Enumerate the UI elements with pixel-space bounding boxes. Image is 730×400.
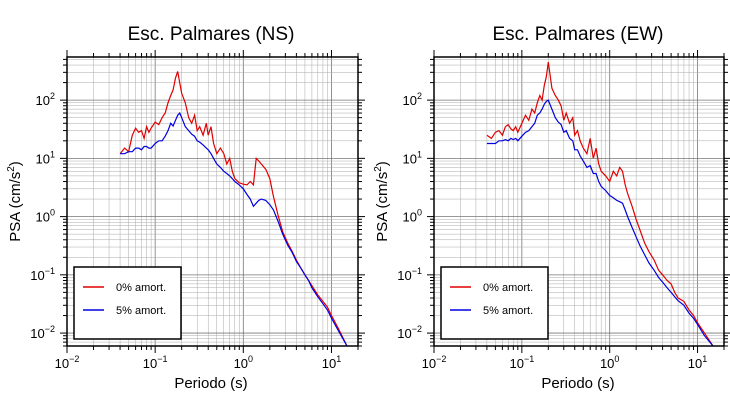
y-tick-label: 10−2 <box>30 324 55 341</box>
legend-label-0: 0% amort. <box>483 282 533 294</box>
x-tick-label: 10−2 <box>55 354 80 371</box>
x-tick-label: 100 <box>234 354 253 371</box>
y-tick-label: 10−1 <box>30 266 55 283</box>
y-axis-label: PSA (cm/s2) <box>373 161 391 242</box>
x-tick-label: 101 <box>322 354 341 371</box>
legend: 0% amort. 5% amort. <box>73 266 182 340</box>
x-axis-label: Periodo (s) <box>174 375 247 392</box>
y-tick-label: 102 <box>36 91 55 108</box>
y-tick-label: 101 <box>36 149 55 166</box>
x-tick-label: 10−2 <box>422 354 447 371</box>
legend-label-1: 5% amort. <box>483 305 533 317</box>
plot-frame <box>433 56 725 347</box>
y-tick-label: 100 <box>36 208 55 225</box>
series-line-1 <box>486 99 714 346</box>
y-tick-label: 101 <box>403 149 422 166</box>
legend: 0% amort. 5% amort. <box>440 266 549 340</box>
x-tick-label: 101 <box>688 354 707 371</box>
x-tick-label: 100 <box>600 354 619 371</box>
y-tick-label: 102 <box>403 91 422 108</box>
x-tick-label: 10−1 <box>509 354 534 371</box>
x-tick-label: 10−1 <box>143 354 168 371</box>
x-axis-label: Periodo (s) <box>541 375 614 392</box>
series-line-1 <box>120 111 348 346</box>
y-tick-label: 10−2 <box>397 324 422 341</box>
legend-label-1: 5% amort. <box>116 305 166 317</box>
y-tick-label: 10−1 <box>397 266 422 283</box>
chart-title: Esc. Palmares (EW) <box>492 24 663 45</box>
y-axis-label: PSA (cm/s2) <box>6 161 24 242</box>
chart-title: Esc. Palmares (NS) <box>128 24 295 45</box>
chart-panel-0: 10−2 10−1 100 101 10−2 10−1 100 101 102 Esc. Palm… <box>6 24 365 392</box>
legend-box <box>73 266 182 340</box>
series-line-0 <box>486 62 714 346</box>
plot-frame <box>66 56 359 347</box>
legend-box <box>440 266 549 340</box>
legend-label-0: 0% amort. <box>116 282 166 294</box>
y-tick-label: 100 <box>403 208 422 225</box>
chart-panel-1: 10−2 10−1 100 101 10−2 10−1 100 101 102 Esc. Palm… <box>373 24 730 392</box>
